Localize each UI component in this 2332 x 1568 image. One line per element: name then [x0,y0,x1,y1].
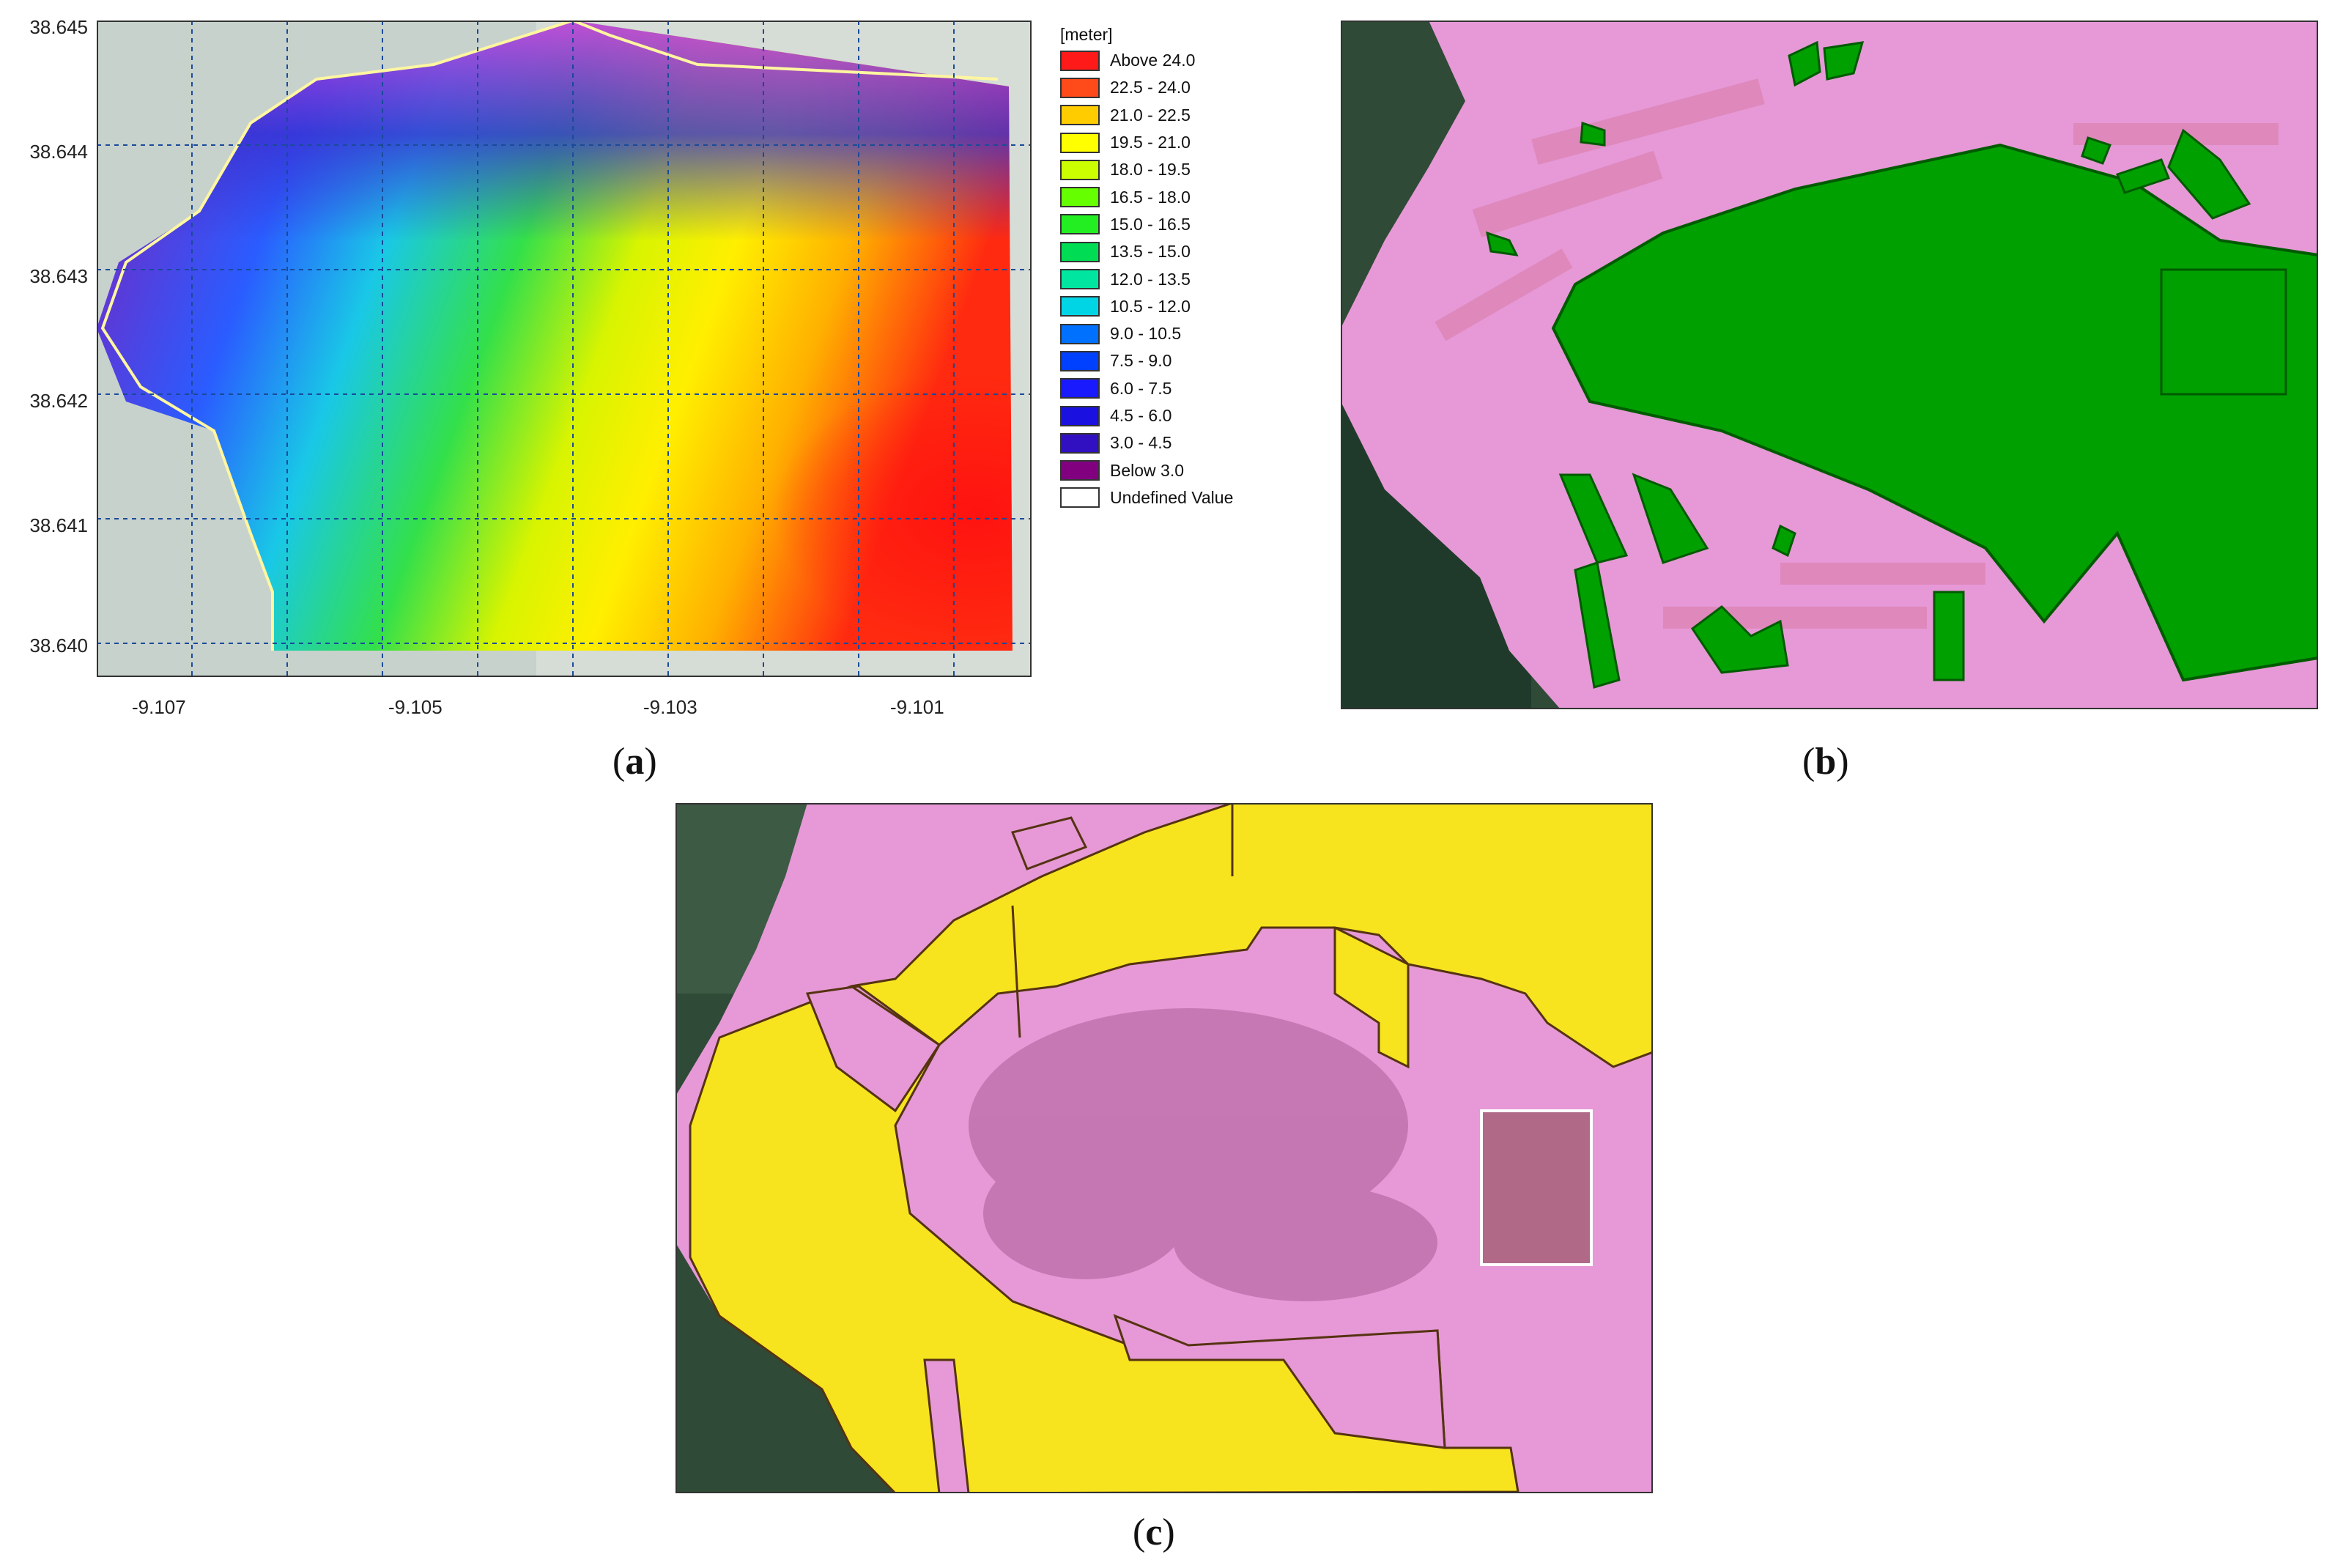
caption-c: (c) [1133,1511,1175,1554]
legend-unit: [meter] [1060,25,1113,44]
legend-row: 15.0 - 16.5 [1060,211,1302,238]
legend-row: Below 3.0 [1060,456,1302,484]
legend-row: 4.5 - 6.0 [1060,402,1302,429]
x-tick-label: -9.103 [643,696,697,718]
panel-b-map [1341,21,2318,709]
legend-label: 12.0 - 13.5 [1110,269,1191,289]
caption-paren: ) [644,741,657,783]
legend-swatch [1060,405,1100,426]
legend-label: 10.5 - 12.0 [1110,296,1191,316]
legend-label: 16.5 - 18.0 [1110,187,1191,207]
yellow-area-map [675,803,1653,1493]
caption-letter: a [625,741,645,783]
depth-raster [97,21,1032,677]
legend-row: Undefined Value [1060,484,1302,511]
caption-paren: ( [1802,741,1815,783]
legend-swatch [1060,77,1100,98]
x-tick-label: -9.101 [890,696,944,718]
y-tick-label: 38.644 [29,141,88,163]
legend-label: 4.5 - 6.0 [1110,406,1172,425]
legend-label: 9.0 - 10.5 [1110,324,1182,344]
legend-label: Undefined Value [1110,487,1234,507]
legend-label: 18.0 - 19.5 [1110,160,1191,180]
green-area-map [1341,21,2318,709]
y-tick-label: 38.643 [29,265,88,287]
legend-label: 22.5 - 24.0 [1110,78,1191,97]
legend-row: 13.5 - 15.0 [1060,238,1302,265]
legend-row: 3.0 - 4.5 [1060,429,1302,456]
legend-label: Below 3.0 [1110,460,1185,480]
x-tick-label: -9.105 [388,696,443,718]
legend-label: Above 24.0 [1110,51,1196,70]
y-tick-label: 38.641 [29,514,88,536]
caption-paren: ( [612,741,626,783]
legend-swatch [1060,323,1100,344]
legend-label: 21.0 - 22.5 [1110,105,1191,125]
legend-row: 22.5 - 24.0 [1060,74,1302,101]
panel-c-map [675,803,1653,1493]
legend-swatch [1060,460,1100,481]
legend-row: 10.5 - 12.0 [1060,293,1302,320]
legend-swatch [1060,487,1100,509]
legend-swatch [1060,378,1100,399]
legend-swatch [1060,159,1100,180]
legend-swatch [1060,50,1100,71]
legend-swatch [1060,187,1100,208]
legend-label: 19.5 - 21.0 [1110,133,1191,152]
legend-row: 21.0 - 22.5 [1060,102,1302,129]
legend-swatch [1060,432,1100,454]
y-tick-label: 38.645 [29,16,88,38]
caption-paren: ( [1133,1512,1146,1553]
legend-swatch [1060,241,1100,262]
legend-row: 19.5 - 21.0 [1060,129,1302,156]
caption-paren: ) [1836,741,1849,783]
legend-rows: Above 24.0 22.5 - 24.0 21.0 - 22.5 19.5 - 2… [1060,47,1302,511]
legend-label: 13.5 - 15.0 [1110,242,1191,262]
legend-row: Above 24.0 [1060,47,1302,74]
y-tick-label: 38.642 [29,390,88,412]
legend-row: 12.0 - 13.5 [1060,265,1302,292]
caption-b: (b) [1802,740,1849,783]
legend-row: 6.0 - 7.5 [1060,375,1302,402]
y-tick-label: 38.640 [29,635,88,657]
legend-row: 16.5 - 18.0 [1060,183,1302,210]
y-axis-ticks: 38.645 38.644 38.643 38.642 38.641 38.64… [0,0,88,681]
legend-row: 9.0 - 10.5 [1060,320,1302,347]
legend-swatch [1060,296,1100,317]
legend-swatch [1060,214,1100,235]
x-tick-label: -9.107 [132,696,186,718]
legend-label: 3.0 - 4.5 [1110,433,1172,453]
legend-swatch [1060,350,1100,371]
caption-letter: c [1145,1512,1163,1553]
depth-legend: [meter] Above 24.0 22.5 - 24.0 21.0 - 22.5… [1060,22,1302,511]
caption-letter: b [1815,741,1837,783]
legend-swatch [1060,269,1100,290]
legend-swatch [1060,105,1100,126]
legend-label: 7.5 - 9.0 [1110,351,1172,371]
legend-label: 6.0 - 7.5 [1110,378,1172,398]
caption-paren: ) [1162,1512,1175,1553]
legend-label: 15.0 - 16.5 [1110,214,1191,234]
legend-row: 7.5 - 9.0 [1060,347,1302,374]
legend-row: 18.0 - 19.5 [1060,156,1302,183]
panel-a-map [97,21,1032,677]
caption-a: (a) [612,740,657,783]
legend-swatch [1060,132,1100,153]
